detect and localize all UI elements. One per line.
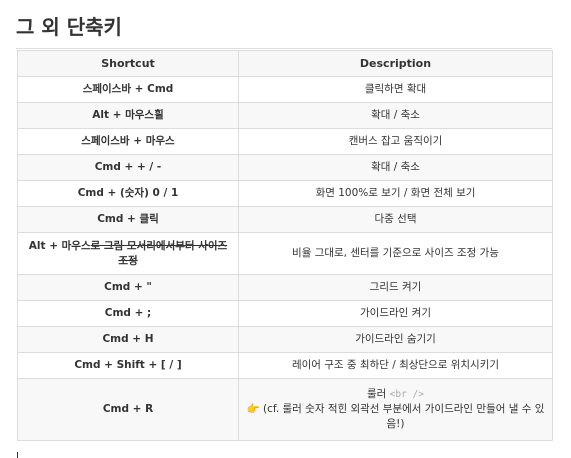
shortcut-cell: Cmd + Shift + [ / ] — [17, 352, 239, 379]
shortcut-cell: 스페이스바 + Cmd — [17, 76, 239, 103]
description-cell: 비율 그대로, 센터를 기준으로 사이즈 조정 가능 — [238, 232, 553, 275]
shortcut-cell: Alt + 마우스로 그림 모서리에서부터 사이즈 조정 — [17, 232, 239, 275]
shortcut-strikethrough: 로 그림 모서리에서부터 사이즈 조정 — [90, 239, 228, 267]
table-row: Cmd + 클릭 다중 선택 — [17, 206, 553, 233]
table-row: Cmd + R 룰러 <br /> 👉 (cf. 룰러 숫자 적힌 외곽선 부분… — [17, 378, 553, 441]
section-heading: 그 외 단축키 — [16, 11, 552, 49]
table-row: Cmd + H 가이드라인 숨기기 — [17, 326, 553, 353]
description-cell: 캔버스 잡고 움직이기 — [238, 128, 553, 155]
description-cell: 가이드라인 켜기 — [238, 300, 553, 327]
shortcut-cell: Cmd + H — [17, 326, 239, 353]
table-row: Cmd + (숫자) 0 / 1 화면 100%로 보기 / 화면 전체 보기 — [17, 180, 553, 207]
shortcut-cell: Cmd + (숫자) 0 / 1 — [17, 180, 239, 207]
table-row: Cmd + " 그리드 켜기 — [17, 274, 553, 301]
header-description: Description — [238, 50, 553, 77]
table-row: Cmd + + / - 확대 / 축소 — [17, 154, 553, 181]
header-shortcut: Shortcut — [17, 50, 239, 77]
shortcut-prefix: Alt + 마우스 — [28, 239, 91, 252]
table-row: 스페이스바 + 마우스 캔버스 잡고 움직이기 — [17, 128, 553, 155]
br-tag-text: <br /> — [389, 389, 424, 400]
table-row: Alt + 마우스로 그림 모서리에서부터 사이즈 조정 비율 그대로, 센터를… — [17, 232, 553, 275]
shortcut-cell: Cmd + + / - — [17, 154, 239, 181]
description-cell: 그리드 켜기 — [238, 274, 553, 301]
table-row: Cmd + ; 가이드라인 켜기 — [17, 300, 553, 327]
shortcut-cell: Alt + 마우스휠 — [17, 102, 239, 129]
description-line: 룰러 <br /> — [245, 387, 546, 402]
table-header-row: Shortcut Description — [17, 50, 553, 77]
description-cell: 클릭하면 확대 — [238, 76, 553, 103]
shortcut-cell: Cmd + ; — [17, 300, 239, 327]
description-cell: 레이어 구조 중 최하단 / 최상단으로 위치시키기 — [238, 352, 553, 379]
shortcut-table: Shortcut Description 스페이스바 + Cmd 클릭하면 확대… — [17, 50, 553, 441]
table-row: 스페이스바 + Cmd 클릭하면 확대 — [17, 76, 553, 103]
description-cell: 룰러 <br /> 👉 (cf. 룰러 숫자 적힌 외곽선 부분에서 가이드라인… — [238, 378, 553, 441]
description-text: 룰러 — [367, 388, 387, 400]
shortcut-cell: Cmd + " — [17, 274, 239, 301]
description-cell: 다중 선택 — [238, 206, 553, 233]
description-cell: 확대 / 축소 — [238, 102, 553, 129]
shortcut-cell: Cmd + R — [17, 378, 239, 441]
table-row: Alt + 마우스휠 확대 / 축소 — [17, 102, 553, 129]
description-cell: 화면 100%로 보기 / 화면 전체 보기 — [238, 180, 553, 207]
shortcut-cell: 스페이스바 + 마우스 — [17, 128, 239, 155]
description-cell: 확대 / 축소 — [238, 154, 553, 181]
description-note: 👉 (cf. 룰러 숫자 적힌 외곽선 부분에서 가이드라인 만들어 낼 수 있… — [246, 403, 545, 430]
shortcut-cell: Cmd + 클릭 — [17, 206, 239, 233]
table-row: Cmd + Shift + [ / ] 레이어 구조 중 최하단 / 최상단으로… — [17, 352, 553, 379]
description-cell: 가이드라인 숨기기 — [238, 326, 553, 353]
text-cursor — [17, 452, 18, 458]
